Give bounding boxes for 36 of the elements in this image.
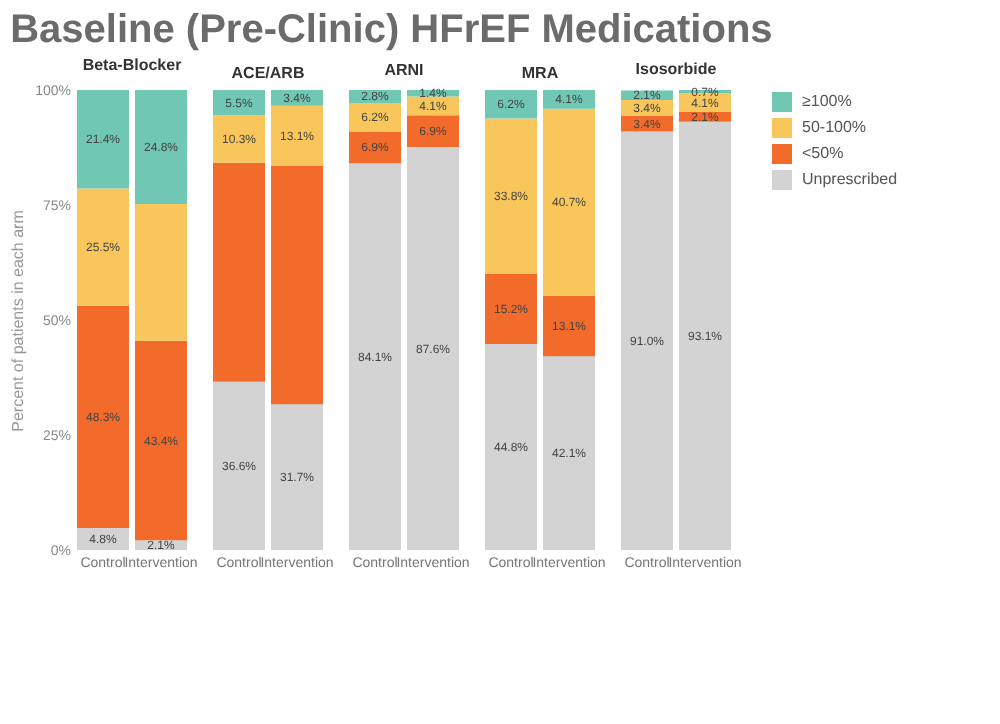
chart-subtitle: MRA: [521, 64, 559, 82]
bar: [485, 90, 537, 119]
y-axis-title: Percent of patients in each arm: [9, 209, 28, 432]
bar: [349, 131, 401, 164]
bar: [543, 108, 595, 297]
bar: [213, 381, 265, 550]
bar: [407, 115, 459, 148]
bar: [407, 147, 459, 550]
bar: [543, 296, 595, 357]
legend-label: ≥100%: [802, 92, 852, 110]
bar: [485, 343, 537, 550]
bar: [543, 356, 595, 550]
bar: [213, 115, 265, 163]
text: Baseline (Pre-Clinic) HFrEF Medications: [10, 8, 773, 52]
legend-label: <50%: [802, 144, 844, 162]
bar: [135, 90, 187, 205]
bar: [485, 274, 537, 344]
chart-subtitle: ARNI: [384, 61, 424, 80]
bar: [135, 204, 187, 341]
chart-subtitle: ACE/ARB: [231, 64, 305, 82]
bar: [77, 305, 129, 528]
bar: [271, 404, 323, 550]
bar: [349, 163, 401, 550]
legend-label: Unprescribed: [802, 170, 898, 188]
bar: [213, 162, 265, 382]
bar: [271, 165, 323, 405]
chart-subtitle: Beta-Blocker: [82, 56, 182, 74]
bar: [621, 131, 673, 550]
bar: [77, 188, 129, 306]
bar: [271, 105, 323, 166]
bar: [679, 121, 731, 550]
bar: [485, 118, 537, 274]
bar: [77, 90, 129, 189]
legend-label: 50-100%: [802, 118, 867, 136]
bar: [135, 340, 187, 541]
chart-subtitle: Isosorbide: [635, 59, 718, 78]
